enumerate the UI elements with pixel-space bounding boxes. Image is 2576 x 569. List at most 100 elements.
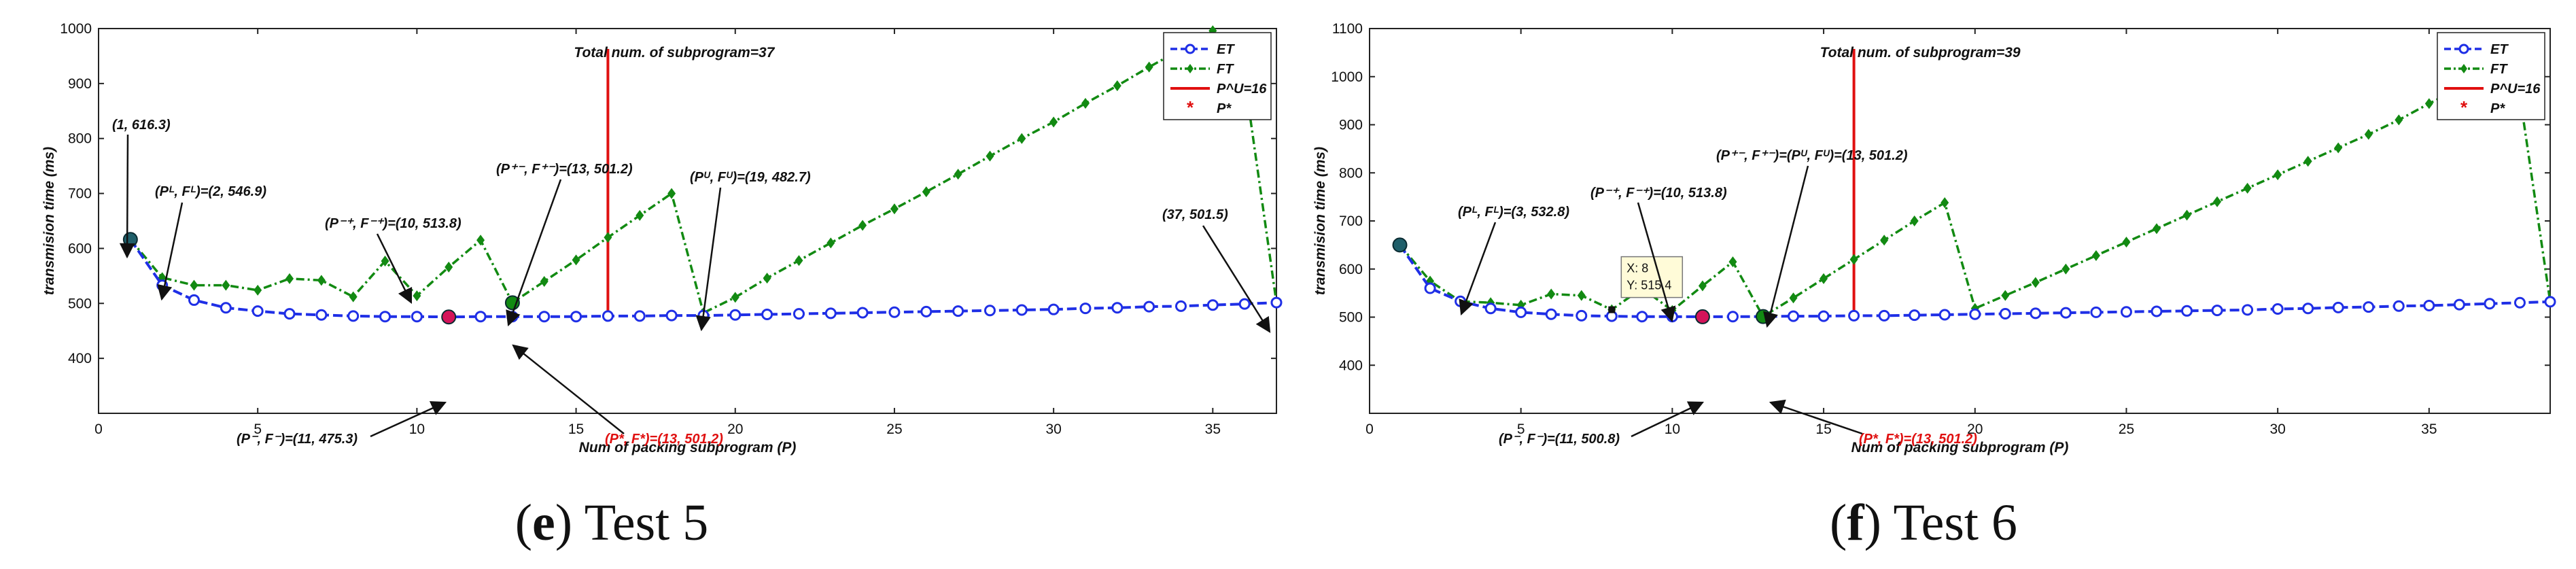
et-point bbox=[1938, 309, 1951, 321]
annotation-label: (P⁻, F⁻)=(11, 475.3) bbox=[237, 432, 358, 447]
et-point bbox=[251, 305, 264, 317]
et-point bbox=[1515, 306, 1527, 318]
ft-point bbox=[1728, 256, 1737, 268]
et-point bbox=[2030, 307, 2042, 320]
et-point bbox=[538, 311, 551, 323]
ft-point bbox=[349, 291, 358, 303]
et-point bbox=[856, 307, 869, 319]
legend-label: P^U=16 bbox=[1217, 82, 1267, 97]
et-point bbox=[920, 305, 933, 317]
et-point bbox=[1878, 309, 1890, 322]
annotation-label: (P*, F*)=(13, 501.2) bbox=[1859, 432, 1977, 447]
ft-point bbox=[1820, 273, 1828, 284]
caption-panel-label: e bbox=[532, 494, 555, 551]
chart-test-5: 0 5 10 15 20 25 30 35 400 500 600 700 800 900 1000 Num … bbox=[41, 21, 1283, 455]
et-point bbox=[283, 308, 296, 320]
legend-label: P^U=16 bbox=[2490, 82, 2541, 97]
ft-point bbox=[2001, 290, 2010, 301]
et-point bbox=[1726, 311, 1739, 323]
caption-text: Test 6 bbox=[1893, 494, 2018, 551]
highlight-point bbox=[1392, 237, 1408, 253]
datatip-y: Y: 515.4 bbox=[1626, 279, 1671, 292]
et-point bbox=[1047, 303, 1060, 315]
ft-point bbox=[1017, 133, 1026, 144]
et-point bbox=[2453, 298, 2465, 311]
legend-marker-et bbox=[1185, 44, 1196, 54]
et-point bbox=[1424, 282, 1436, 294]
annotation-arrow bbox=[1763, 165, 1809, 328]
ft-point bbox=[254, 284, 262, 296]
et-point bbox=[315, 309, 328, 321]
chart-test-6: 0 5 10 15 20 25 30 35 400 500 600 700 800 900 1000 1100… bbox=[1312, 21, 2556, 455]
et-point bbox=[1969, 308, 1981, 320]
ft-point bbox=[2364, 128, 2373, 140]
datatip-marker bbox=[1608, 306, 1616, 313]
y-tick-label: 400 bbox=[1339, 358, 1363, 373]
ft-point bbox=[285, 273, 294, 284]
annotation-label: (37, 501.5) bbox=[1162, 207, 1228, 222]
et-point bbox=[1484, 303, 1497, 315]
annotation-arrow bbox=[1637, 202, 1676, 323]
et-point bbox=[2211, 305, 2223, 317]
et-point bbox=[379, 311, 391, 323]
caption-test-5: (e) Test 5 bbox=[515, 494, 709, 551]
ft-point bbox=[572, 254, 580, 266]
et-point bbox=[793, 308, 805, 320]
et-point bbox=[602, 310, 614, 322]
ft-point bbox=[1547, 288, 1556, 300]
et-point bbox=[2181, 305, 2193, 317]
legend-marker-ft bbox=[1187, 64, 1194, 73]
datatip-x: X: 8 bbox=[1626, 262, 1648, 275]
ft-point bbox=[1789, 292, 1798, 304]
ft-point bbox=[2334, 142, 2343, 154]
et-point bbox=[1206, 299, 1219, 311]
x-tick-label: 25 bbox=[2119, 421, 2134, 437]
x-tick-label: 35 bbox=[2421, 421, 2437, 437]
ft-point bbox=[2213, 196, 2222, 207]
annotation-label: (P⁺⁻, F⁺⁻)=(13, 501.2) bbox=[496, 162, 633, 177]
ft-point bbox=[1940, 197, 1949, 209]
legend-label: FT bbox=[1217, 62, 1234, 77]
et-point bbox=[2484, 298, 2496, 310]
et-point bbox=[2120, 306, 2132, 318]
et-point bbox=[888, 306, 901, 318]
x-tick-label: 10 bbox=[409, 421, 425, 437]
x-tick-label: 15 bbox=[1815, 421, 1831, 437]
et-point bbox=[665, 309, 678, 322]
ft-point bbox=[1849, 254, 1858, 265]
legend-box bbox=[1163, 32, 1272, 120]
ft-point bbox=[317, 275, 326, 286]
et-point bbox=[633, 310, 646, 322]
ft-point bbox=[2182, 209, 2191, 221]
ft-point bbox=[667, 188, 676, 199]
annotation-arrow bbox=[1631, 401, 1705, 438]
x-tick-label: 5 bbox=[254, 421, 262, 437]
et-point bbox=[1015, 304, 1028, 316]
ft-point bbox=[763, 273, 771, 284]
et-point bbox=[411, 311, 423, 323]
highlight-point bbox=[1694, 309, 1710, 324]
annotation-arrow bbox=[506, 179, 562, 327]
annotation-label: (Pᵁ, Fᵁ)=(19, 482.7) bbox=[690, 170, 811, 185]
legend-marker-ft bbox=[2460, 64, 2467, 73]
ft-point bbox=[381, 256, 389, 267]
et-point bbox=[1174, 300, 1187, 312]
annotation-arrow bbox=[512, 344, 625, 434]
ft-point bbox=[731, 292, 739, 303]
y-tick-label: 500 bbox=[1339, 310, 1363, 326]
annotation-arrow bbox=[1202, 225, 1271, 333]
et-point bbox=[1788, 310, 1800, 322]
annotation-label: (P⁻, F⁻)=(11, 500.8) bbox=[1499, 432, 1620, 447]
ft-point bbox=[2243, 182, 2252, 194]
ft-point bbox=[2274, 169, 2282, 181]
ft-point bbox=[2061, 263, 2070, 275]
ft-point bbox=[2424, 98, 2433, 109]
et-point bbox=[1848, 309, 1860, 322]
ft-point bbox=[1145, 61, 1153, 73]
y-tick-label: 900 bbox=[1339, 118, 1363, 133]
legend-label: ET bbox=[1217, 42, 1235, 57]
et-point bbox=[2332, 301, 2344, 313]
y-tick-label: 600 bbox=[1339, 262, 1363, 277]
annotation-arrow bbox=[157, 202, 184, 301]
ft-point bbox=[2153, 223, 2161, 235]
